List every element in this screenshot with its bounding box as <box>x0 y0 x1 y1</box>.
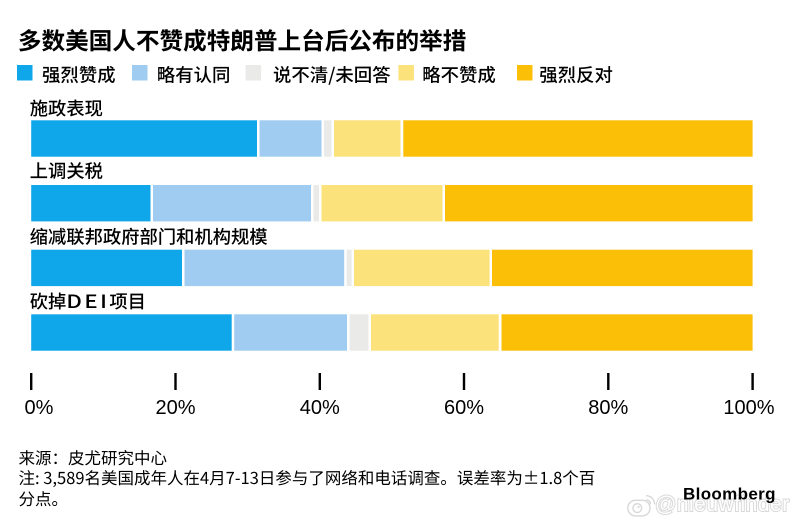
svg-text:20%: 20% <box>155 397 195 419</box>
svg-text:80%: 80% <box>588 397 628 419</box>
svg-text:@nieuwfinder: @nieuwfinder <box>655 493 790 516</box>
svg-text:60%: 60% <box>444 397 484 419</box>
svg-text:40%: 40% <box>300 397 340 419</box>
svg-text:Bloomberg: Bloomberg <box>683 485 776 504</box>
svg-text:100%: 100% <box>723 397 774 419</box>
svg-text:0%: 0% <box>25 397 54 419</box>
